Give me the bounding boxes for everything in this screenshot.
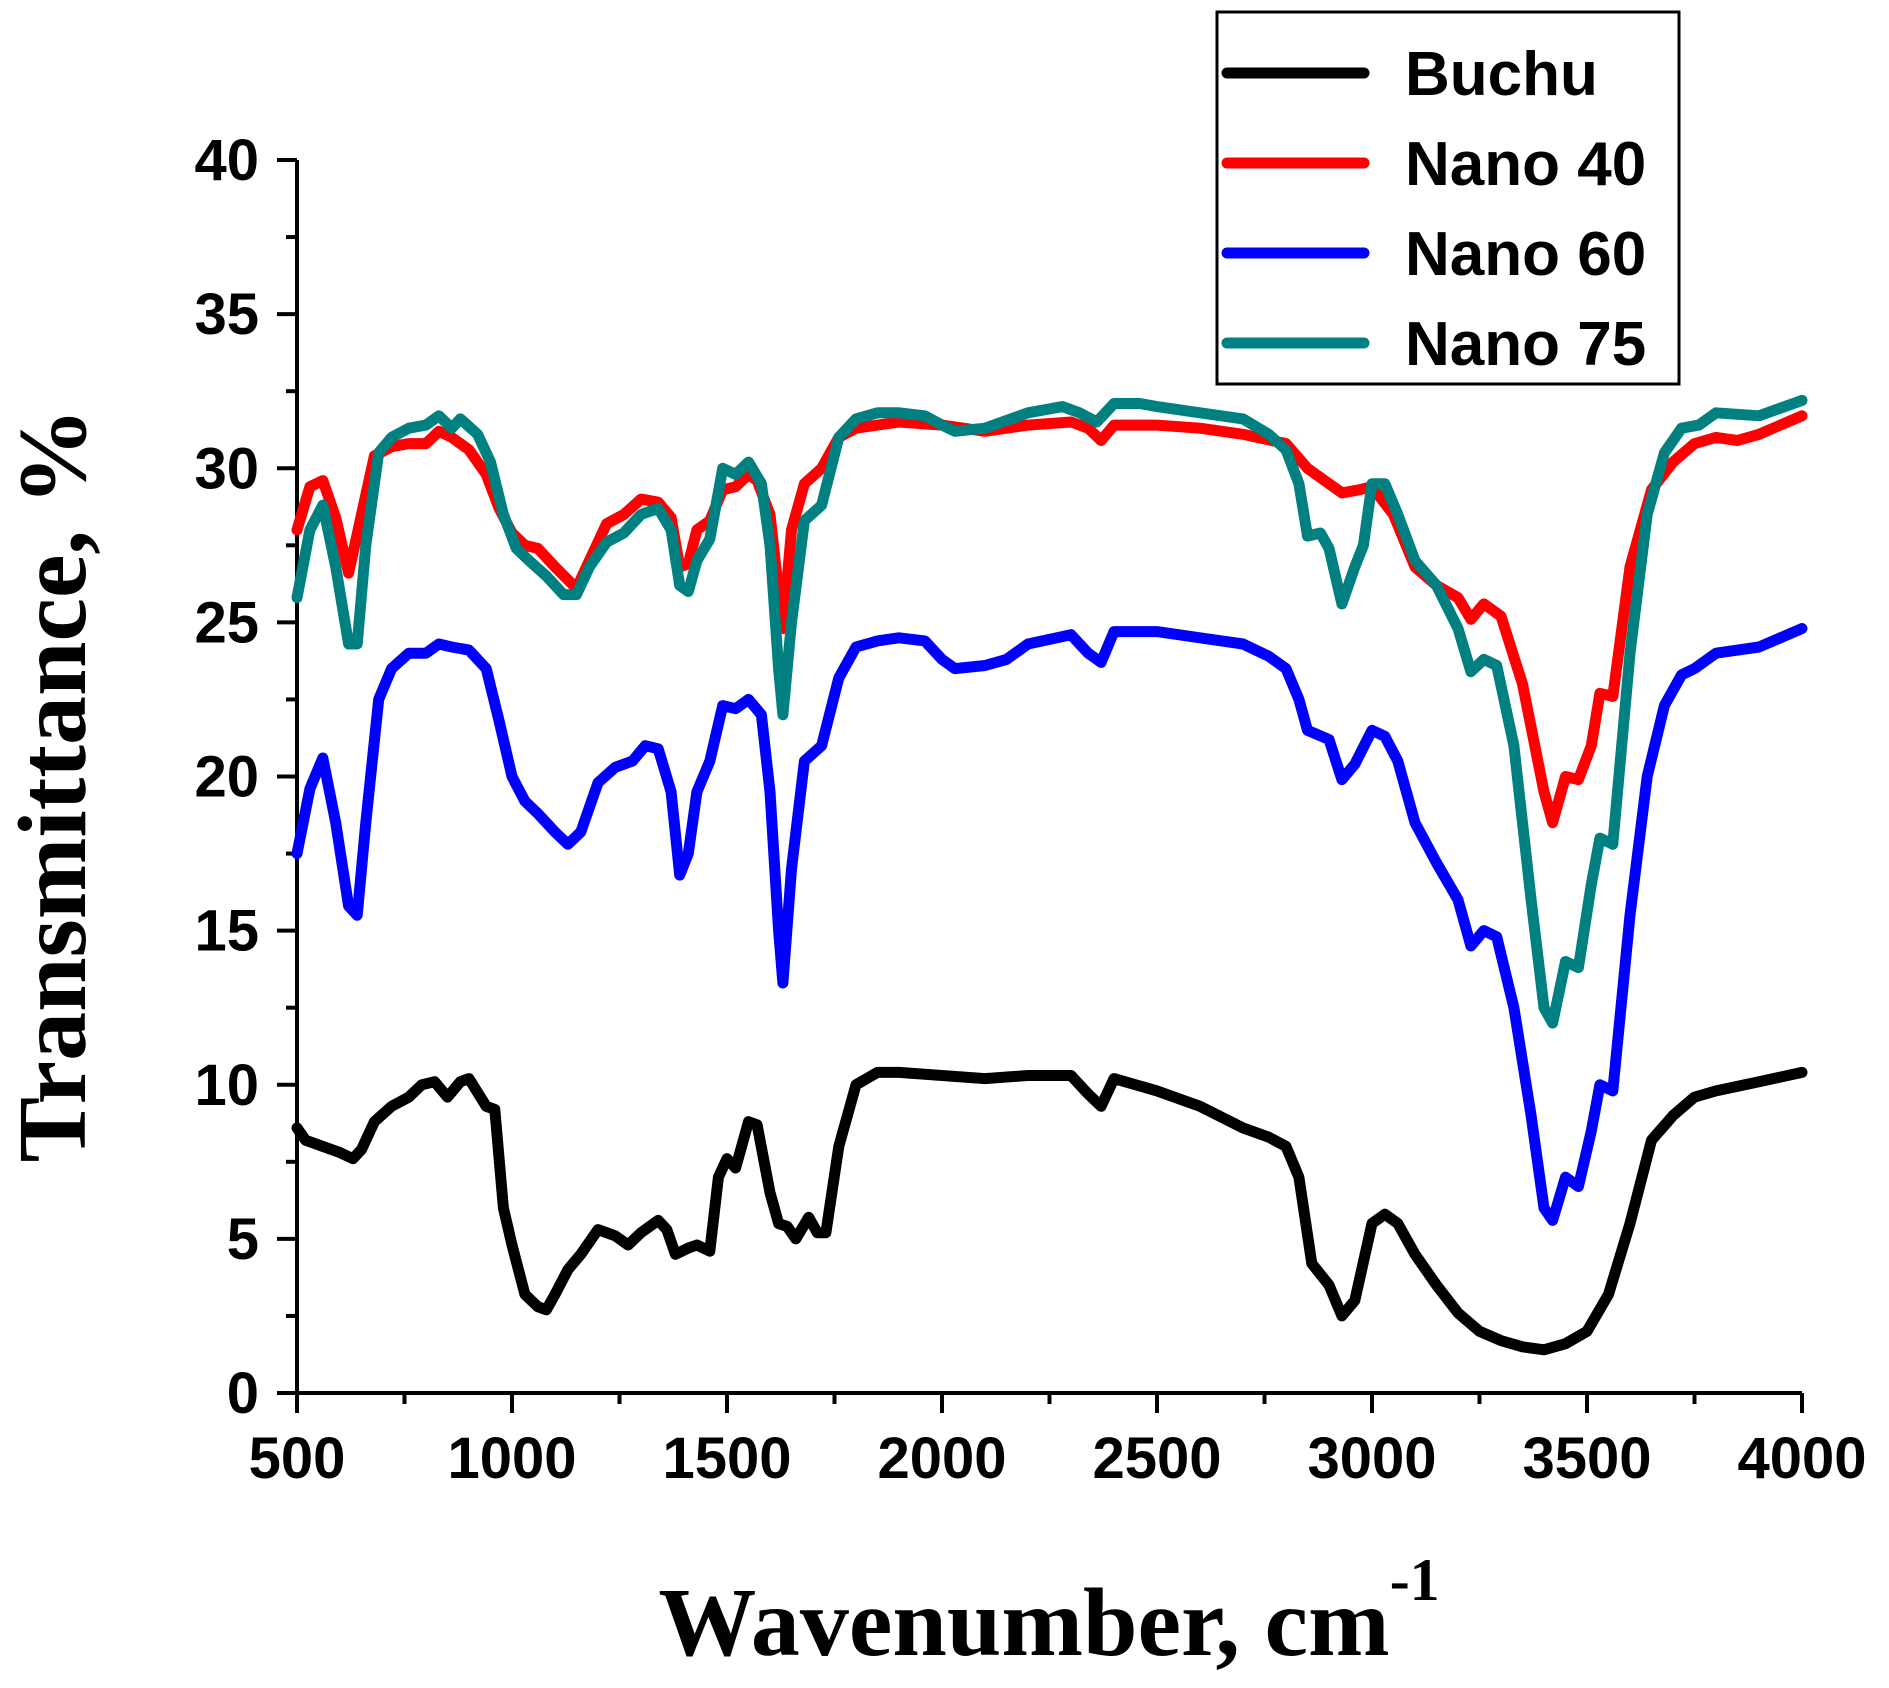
series-line-nano-75 [291, 394, 1808, 1029]
x-tick-label: 3000 [1307, 1426, 1436, 1491]
y-tick-label: 0 [227, 1361, 259, 1426]
y-tick-label: 15 [194, 899, 259, 964]
y-tick-label: 40 [194, 128, 259, 193]
legend-label-nano-40: Nano 40 [1405, 130, 1646, 199]
y-tick-label: 25 [194, 590, 259, 655]
legend-label-buchu: Buchu [1405, 40, 1598, 109]
x-tick-label: 2500 [1092, 1426, 1221, 1491]
series-line-nano-40 [291, 410, 1808, 829]
x-tick-label: 3500 [1522, 1426, 1651, 1491]
y-tick-label: 5 [227, 1207, 259, 1272]
ticks: 500 1000 1500 2000 2500 3000 3500 4000 0 5 10 15 20 2… [194, 128, 1866, 1491]
legend: Buchu Nano 40 Nano 60 Nano 75 [1215, 10, 1681, 386]
x-tick-label: 2000 [877, 1426, 1006, 1491]
y-tick-label: 10 [194, 1053, 259, 1118]
legend-label-nano-60: Nano 60 [1405, 220, 1646, 289]
series-line-buchu [291, 1066, 1808, 1356]
x-tick-label: 1000 [447, 1426, 576, 1491]
legend-label-nano-75: Nano 75 [1405, 310, 1646, 379]
y-axis-title: Transmittance, % [0, 408, 107, 1163]
y-tick-label: 35 [194, 282, 259, 347]
x-tick-label: 1500 [662, 1426, 791, 1491]
x-axis-title-text: Wavenumber, cm [658, 1569, 1389, 1677]
x-tick-label: 4000 [1737, 1426, 1866, 1491]
x-axis-title-superscript: -1 [1390, 1547, 1440, 1613]
series-layer [291, 394, 1808, 1356]
x-axis-title: Wavenumber, cm-1 [658, 1547, 1439, 1677]
series-line-nano-60 [291, 623, 1808, 1226]
y-tick-label: 30 [194, 436, 259, 501]
y-tick-label: 20 [194, 745, 259, 810]
x-tick-label: 500 [249, 1426, 346, 1491]
